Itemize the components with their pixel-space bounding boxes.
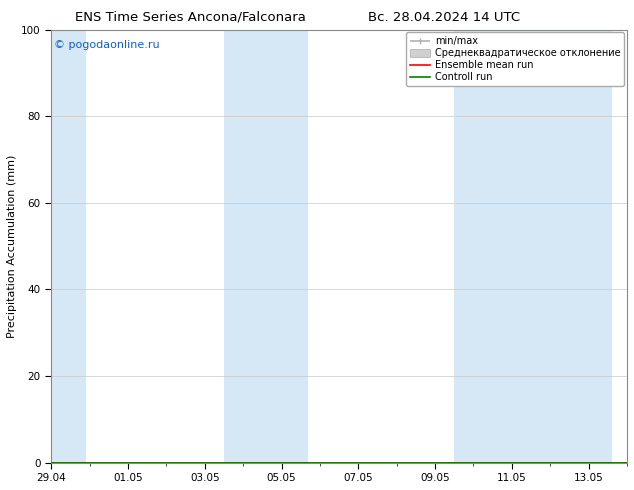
Bar	[32, 29, 86, 463]
Text: ENS Time Series Ancona/Falconara: ENS Time Series Ancona/Falconara	[75, 11, 306, 24]
Bar	[455, 29, 612, 463]
Y-axis label: Precipitation Accumulation (mm): Precipitation Accumulation (mm)	[7, 154, 17, 338]
Text: Вс. 28.04.2024 14 UTC: Вс. 28.04.2024 14 UTC	[368, 11, 520, 24]
Legend: min/max, Среднеквадратическое отклонение, Ensemble mean run, Controll run: min/max, Среднеквадратическое отклонение…	[406, 32, 624, 86]
Text: © pogodaonline.ru: © pogodaonline.ru	[54, 40, 160, 50]
Bar	[224, 29, 308, 463]
